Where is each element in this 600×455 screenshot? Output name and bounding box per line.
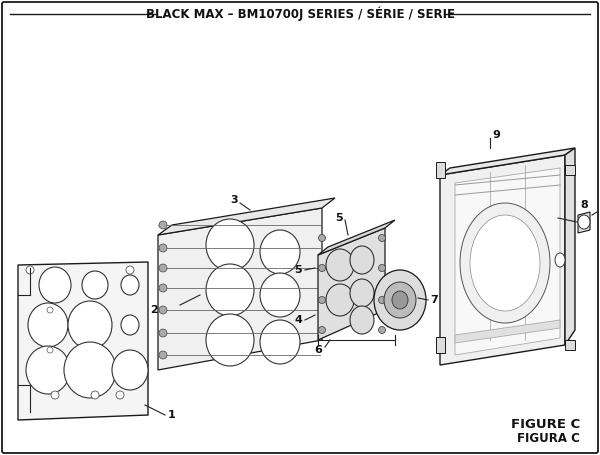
- Ellipse shape: [326, 249, 354, 281]
- Ellipse shape: [28, 303, 68, 347]
- Ellipse shape: [319, 234, 325, 242]
- Polygon shape: [18, 262, 148, 420]
- Ellipse shape: [68, 301, 112, 349]
- Ellipse shape: [260, 230, 300, 274]
- Ellipse shape: [350, 279, 374, 307]
- Ellipse shape: [470, 215, 540, 311]
- Ellipse shape: [26, 266, 34, 274]
- Ellipse shape: [379, 297, 386, 303]
- Ellipse shape: [260, 320, 300, 364]
- Polygon shape: [565, 148, 575, 345]
- Ellipse shape: [392, 291, 408, 309]
- Polygon shape: [455, 320, 560, 343]
- Ellipse shape: [159, 351, 167, 359]
- Text: 5: 5: [295, 265, 302, 275]
- Ellipse shape: [374, 270, 426, 330]
- Ellipse shape: [159, 244, 167, 252]
- Polygon shape: [158, 198, 335, 235]
- Ellipse shape: [121, 275, 139, 295]
- Ellipse shape: [116, 391, 124, 399]
- Text: 2: 2: [150, 305, 158, 315]
- Polygon shape: [565, 340, 575, 350]
- Text: 4: 4: [294, 315, 302, 325]
- Text: 9: 9: [492, 130, 500, 140]
- Text: 7: 7: [430, 295, 438, 305]
- Text: FIGURA C: FIGURA C: [517, 431, 580, 445]
- Ellipse shape: [39, 267, 71, 303]
- Text: BLACK MAX – BM10700J SERIES / SÉRIE / SERIE: BLACK MAX – BM10700J SERIES / SÉRIE / SE…: [146, 7, 455, 21]
- Polygon shape: [318, 220, 395, 255]
- Ellipse shape: [379, 264, 386, 272]
- Ellipse shape: [64, 342, 116, 398]
- Polygon shape: [318, 228, 385, 340]
- Text: 1: 1: [168, 410, 176, 420]
- Ellipse shape: [326, 284, 354, 316]
- Ellipse shape: [350, 246, 374, 274]
- Polygon shape: [440, 155, 565, 365]
- Text: 5: 5: [335, 213, 343, 223]
- Ellipse shape: [159, 221, 167, 229]
- Ellipse shape: [379, 327, 386, 334]
- Ellipse shape: [51, 391, 59, 399]
- Ellipse shape: [206, 314, 254, 366]
- Ellipse shape: [384, 282, 416, 318]
- Ellipse shape: [112, 350, 148, 390]
- Polygon shape: [565, 165, 575, 175]
- Ellipse shape: [82, 271, 108, 299]
- Ellipse shape: [460, 203, 550, 323]
- Polygon shape: [436, 337, 445, 353]
- Ellipse shape: [159, 306, 167, 314]
- Text: 3: 3: [230, 195, 238, 205]
- Polygon shape: [455, 168, 560, 355]
- Ellipse shape: [260, 273, 300, 317]
- Ellipse shape: [126, 266, 134, 274]
- Text: FIGURE C: FIGURE C: [511, 419, 580, 431]
- Ellipse shape: [47, 347, 53, 353]
- Ellipse shape: [206, 264, 254, 316]
- Ellipse shape: [319, 297, 325, 303]
- Ellipse shape: [159, 264, 167, 272]
- Polygon shape: [440, 148, 575, 175]
- Ellipse shape: [91, 391, 99, 399]
- Text: 6: 6: [314, 345, 322, 355]
- Ellipse shape: [379, 234, 386, 242]
- Polygon shape: [436, 162, 445, 178]
- Ellipse shape: [206, 219, 254, 271]
- Ellipse shape: [26, 346, 70, 394]
- Ellipse shape: [350, 306, 374, 334]
- Ellipse shape: [47, 307, 53, 313]
- Ellipse shape: [319, 264, 325, 272]
- Polygon shape: [158, 208, 322, 370]
- Ellipse shape: [555, 253, 565, 267]
- Text: 8: 8: [580, 200, 588, 210]
- Ellipse shape: [159, 329, 167, 337]
- Polygon shape: [578, 212, 590, 233]
- Ellipse shape: [578, 215, 590, 229]
- Ellipse shape: [159, 284, 167, 292]
- Ellipse shape: [319, 327, 325, 334]
- Ellipse shape: [121, 315, 139, 335]
